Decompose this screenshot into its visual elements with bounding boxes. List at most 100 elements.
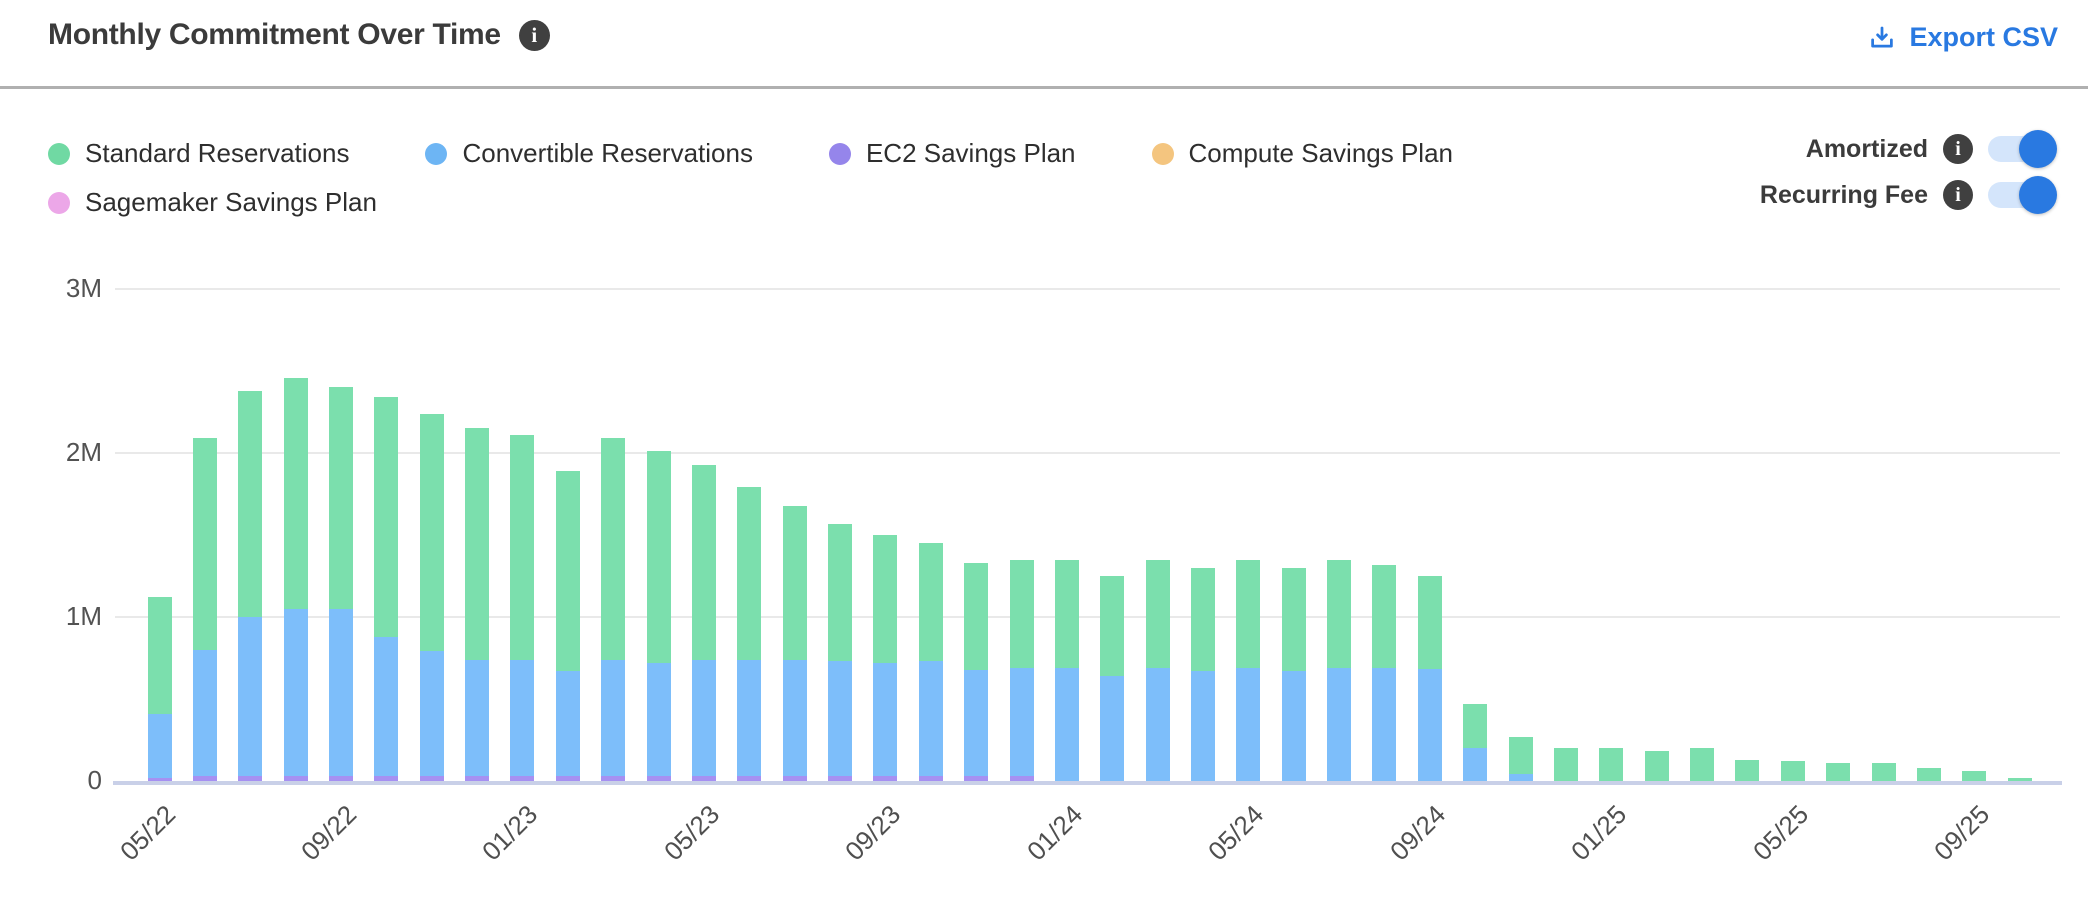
- x-axis-label-05-25: 05/25: [1746, 799, 1815, 867]
- bar-05-25: [1780, 761, 1805, 781]
- toggle-knob: [2019, 176, 2057, 214]
- bar-segment: [1463, 748, 1488, 781]
- bar-09-23: [873, 535, 898, 781]
- bar-06-25: [1826, 762, 1851, 781]
- bar-segment: [1236, 667, 1261, 781]
- x-axis-label-01-24: 01/24: [1020, 799, 1089, 867]
- bar-segment: [1327, 559, 1352, 668]
- bar-05-24: [1236, 559, 1261, 781]
- bar-02-24: [1100, 576, 1125, 781]
- bar-05-23: [691, 464, 716, 781]
- toggle-controls: Amortized i Recurring Fee i: [1759, 130, 2060, 214]
- bar-segment: [691, 659, 716, 777]
- bar-segment: [873, 776, 898, 781]
- page-title: Monthly Commitment Over Time: [48, 18, 501, 51]
- bar-segment: [555, 776, 580, 781]
- x-axis-label-05-23: 05/23: [657, 799, 726, 867]
- bar-segment: [1327, 667, 1352, 781]
- bar-segment: [1009, 667, 1034, 777]
- bar-04-24: [1191, 567, 1215, 781]
- bar-11-24: [1508, 736, 1533, 781]
- bar-segment: [1281, 567, 1306, 672]
- legend-item-compute-savings-plan[interactable]: Compute Savings Plan: [1151, 138, 1453, 169]
- chart-area: 0 1M 2M 3M 05/22 09/22 01/23 05/23 09/23 01/24 05/…: [0, 250, 2088, 922]
- bar-07-24: [1327, 559, 1352, 781]
- bar-segment: [1417, 669, 1442, 781]
- y-axis-label-3M: 3M: [65, 273, 102, 303]
- bar-06-23: [737, 487, 762, 781]
- recurring-fee-toggle[interactable]: [1988, 176, 2057, 214]
- x-axis-label-09-23: 09/23: [839, 799, 907, 867]
- gridline-1M: [115, 616, 2060, 618]
- bar-07-22: [238, 390, 263, 781]
- bar-segment: [419, 413, 444, 652]
- bar-segment: [1599, 748, 1624, 781]
- bar-06-24: [1281, 567, 1306, 781]
- bar-segment: [147, 597, 172, 714]
- bar-segment: [192, 438, 217, 650]
- bar-segment: [1644, 751, 1669, 781]
- bar-segment: [419, 651, 444, 777]
- legend-item-convertible-reservations[interactable]: Convertible Reservations: [425, 138, 753, 169]
- header: Monthly Commitment Over Time i Export CS…: [0, 0, 2088, 89]
- bar-segment: [465, 428, 490, 660]
- legend-item-standard-reservations[interactable]: Standard Reservations: [48, 138, 349, 169]
- bar-segment: [328, 387, 353, 609]
- bar-segment: [374, 397, 399, 637]
- bar-segment: [601, 659, 626, 777]
- bar-segment: [918, 661, 943, 777]
- bar-10-22: [374, 397, 399, 781]
- bar-09-24: [1417, 576, 1442, 781]
- bar-segment: [601, 438, 626, 660]
- bar-segment: [1372, 667, 1397, 781]
- bar-03-24: [1145, 559, 1170, 781]
- recurring-fee-label: Recurring Fee: [1759, 180, 1928, 209]
- bar-01-23: [510, 434, 535, 781]
- amortized-info-icon[interactable]: i: [1943, 134, 1973, 164]
- bar-segment: [828, 523, 853, 662]
- bar-segment: [1780, 761, 1805, 781]
- bar-segment: [737, 487, 762, 660]
- bar-segment: [1054, 559, 1079, 668]
- legend-item-ec2-savings-plan[interactable]: EC2 Savings Plan: [828, 138, 1076, 169]
- header-divider: [0, 86, 2088, 89]
- bar-08-25: [1916, 767, 1941, 781]
- bar-segment: [691, 776, 716, 781]
- bar-segment: [147, 777, 172, 781]
- bar-segment: [192, 649, 217, 777]
- bar-01-24: [1054, 559, 1079, 781]
- toggle-knob: [2019, 130, 2057, 168]
- bar-segment: [873, 662, 898, 777]
- bar-segment: [555, 471, 580, 672]
- bar-segment: [147, 713, 172, 778]
- legend-label: Compute Savings Plan: [1188, 138, 1453, 168]
- amortized-toggle-row: Amortized i: [1806, 130, 2060, 168]
- export-csv-button[interactable]: Export CSV: [1867, 22, 2058, 53]
- bar-segment: [646, 451, 671, 663]
- legend-label: Sagemaker Savings Plan: [85, 187, 377, 217]
- bar-segment: [1916, 767, 1941, 781]
- gridline-2M: [115, 452, 2060, 454]
- recurring-fee-info-icon[interactable]: i: [1943, 180, 1973, 210]
- bar-segment: [1508, 736, 1533, 775]
- bar-segment: [1372, 564, 1397, 668]
- amortized-toggle[interactable]: [1988, 130, 2057, 168]
- title-info-icon[interactable]: i: [518, 19, 550, 51]
- bar-04-23: [646, 451, 671, 781]
- bar-segment: [465, 659, 490, 777]
- x-axis-label-09-24: 09/24: [1383, 799, 1452, 867]
- bar-segment: [1145, 559, 1170, 668]
- export-csv-label: Export CSV: [1909, 22, 2058, 52]
- bar-segment: [873, 535, 898, 663]
- bar-segment: [192, 776, 217, 781]
- bar-06-22: [192, 438, 217, 781]
- bar-segment: [1145, 667, 1170, 781]
- bar-segment: [1281, 671, 1306, 781]
- bar-11-22: [419, 413, 444, 781]
- bar-segment: [510, 659, 535, 777]
- bar-segment: [1054, 667, 1079, 781]
- bar-segment: [1191, 671, 1215, 781]
- legend-item-sagemaker-savings-plan[interactable]: Sagemaker Savings Plan: [48, 187, 377, 218]
- bar-02-25: [1644, 751, 1669, 781]
- bar-segment: [374, 636, 399, 777]
